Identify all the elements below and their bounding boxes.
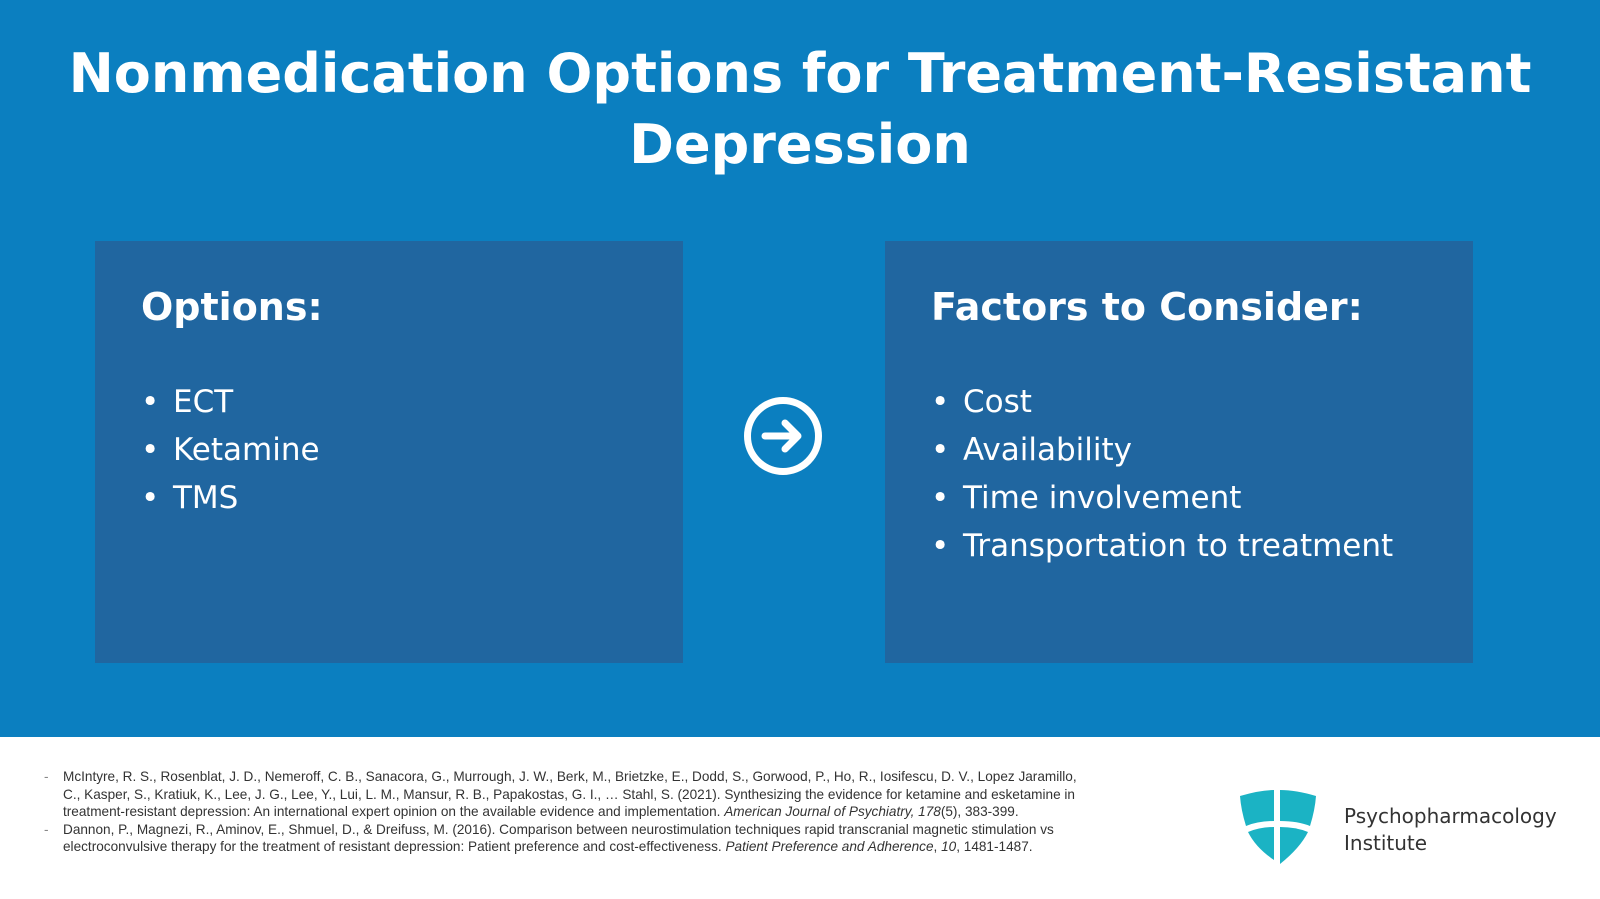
option-label: ECT bbox=[173, 384, 234, 420]
reference-line: Dannon, P., Magnezi, R., Aminov, E., Shm… bbox=[63, 821, 1054, 837]
option-label: Ketamine bbox=[173, 432, 320, 468]
logo-line-1: Psychopharmacology bbox=[1344, 804, 1557, 828]
title-line-1: Nonmedication Options for Treatment-Resi… bbox=[68, 42, 1532, 105]
list-item: • Time involvement bbox=[931, 474, 1393, 522]
list-item: • Ketamine bbox=[141, 426, 320, 474]
logo-wordmark: Psychopharmacology Institute bbox=[1344, 803, 1557, 857]
slide-header-area: Nonmedication Options for Treatment-Resi… bbox=[0, 0, 1600, 737]
option-label: TMS bbox=[173, 480, 239, 516]
bullet: • bbox=[141, 432, 160, 468]
factors-panel: Factors to Consider: • Cost • Availability… bbox=[885, 241, 1473, 663]
shield-logo-icon bbox=[1240, 790, 1316, 864]
reference-text: , 1481-1487. bbox=[956, 839, 1033, 855]
reference-line: treatment-resistant depression: An inter… bbox=[63, 803, 1077, 821]
reference-line: McIntyre, R. S., Rosenblat, J. D., Nemer… bbox=[63, 769, 1077, 784]
factor-label: Availability bbox=[963, 432, 1132, 468]
list-item: • Transportation to treatment bbox=[931, 522, 1393, 570]
reference-line: electroconvulsive therapy for the treatm… bbox=[63, 838, 1077, 856]
arrow-right-circle-icon bbox=[744, 397, 822, 475]
list-item: • TMS bbox=[141, 474, 320, 522]
logo-line-2: Institute bbox=[1344, 831, 1428, 855]
options-panel: Options: • ECT • Ketamine • TMS bbox=[95, 241, 683, 663]
factor-label: Time involvement bbox=[963, 480, 1242, 516]
slide-title: Nonmedication Options for Treatment-Resi… bbox=[0, 38, 1600, 180]
reference-item: - Dannon, P., Magnezi, R., Aminov, E., S… bbox=[44, 821, 1077, 856]
factor-label: Transportation to treatment bbox=[963, 528, 1394, 564]
factors-list: • Cost • Availability • Time involvement • T… bbox=[931, 378, 1393, 570]
options-list: • ECT • Ketamine • TMS bbox=[141, 378, 320, 522]
reference-text: treatment-resistant depression: An inter… bbox=[63, 804, 725, 820]
reference-item: - McIntyre, R. S., Rosenblat, J. D., Nem… bbox=[44, 768, 1077, 821]
dash: - bbox=[44, 821, 49, 837]
bullet: • bbox=[931, 432, 950, 468]
bullet: • bbox=[141, 480, 160, 516]
reference-text: (5), 383-399. bbox=[940, 804, 1019, 820]
options-heading: Options: bbox=[141, 285, 323, 329]
journal-name: Patient Preference and Adherence bbox=[725, 839, 934, 855]
factor-label: Cost bbox=[963, 384, 1032, 420]
reference-line: C., Kasper, S., Kratiuk, K., Lee, J. G.,… bbox=[63, 786, 1075, 802]
reference-text: , bbox=[933, 839, 942, 855]
list-item: • Cost bbox=[931, 378, 1393, 426]
bullet: • bbox=[931, 384, 950, 420]
references: - McIntyre, R. S., Rosenblat, J. D., Nem… bbox=[44, 768, 1077, 856]
reference-text: electroconvulsive therapy for the treatm… bbox=[63, 839, 726, 855]
volume: 10 bbox=[941, 839, 957, 855]
factors-heading: Factors to Consider: bbox=[931, 285, 1363, 329]
bullet: • bbox=[931, 528, 950, 564]
bullet: • bbox=[931, 480, 950, 516]
list-item: • Availability bbox=[931, 426, 1393, 474]
dash: - bbox=[44, 769, 49, 784]
bullet: • bbox=[141, 384, 160, 420]
title-line-2: Depression bbox=[629, 113, 971, 176]
list-item: • ECT bbox=[141, 378, 320, 426]
journal-name: American Journal of Psychiatry, 178 bbox=[724, 804, 941, 820]
